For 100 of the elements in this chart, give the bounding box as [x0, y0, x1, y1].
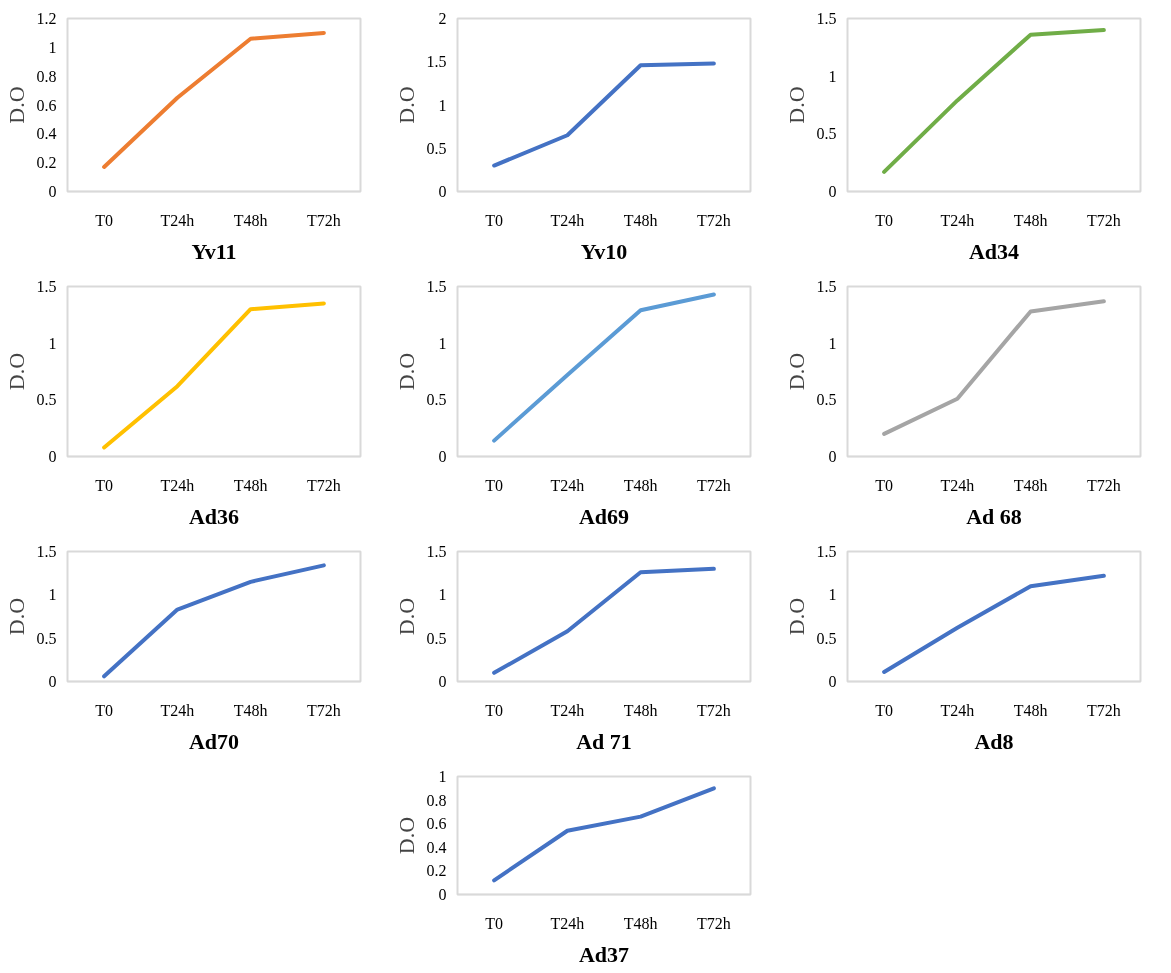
- x-tick-label: T48h: [1013, 476, 1048, 494]
- text: Ad36: [188, 503, 240, 529]
- y-axis-title: D.O: [393, 816, 419, 855]
- y-tick-label: 0.2: [426, 862, 447, 880]
- y-tick-label: 1: [438, 586, 447, 604]
- y-tick-label: 0.5: [816, 125, 837, 143]
- x-tick-label: T48h: [623, 476, 658, 494]
- x-tick-label: T0: [95, 211, 114, 229]
- line-series: [492, 566, 716, 675]
- y-tick-label: 0: [828, 448, 837, 465]
- y-axis-title: D.O: [783, 597, 809, 636]
- line-series: [492, 61, 716, 168]
- x-tick-label: T0: [875, 701, 894, 719]
- x-tick-label: T0: [95, 701, 114, 719]
- y-tick-label: 1: [48, 586, 57, 604]
- x-tick-label: T0: [485, 476, 504, 494]
- x-tick-label: T48h: [1013, 701, 1048, 719]
- line-series: [102, 301, 326, 450]
- y-tick-label: 0: [48, 183, 57, 200]
- x-tick-label: T0: [485, 211, 504, 229]
- y-tick-label: 1.5: [816, 278, 837, 295]
- y-tick-label: 0.4: [426, 838, 447, 856]
- x-tick-label: T24h: [160, 211, 195, 229]
- line-series: [492, 292, 716, 443]
- y-axis-title: D.O: [393, 86, 419, 124]
- x-tick-label: T72h: [696, 476, 731, 494]
- y-tick-label: 1.5: [36, 543, 57, 560]
- y-tick-label: 1: [828, 67, 837, 85]
- x-tick-label: T24h: [160, 701, 195, 719]
- x-tick-label: T72h: [696, 914, 731, 932]
- line-series: [102, 563, 326, 679]
- y-tick-label: 0: [438, 448, 447, 465]
- x-tick-label: T24h: [940, 701, 975, 719]
- y-axis-title: D.O: [783, 86, 809, 124]
- y-tick-label: 0.5: [426, 139, 447, 157]
- x-tick-label: T0: [485, 914, 504, 932]
- y-tick-label: 0.5: [816, 629, 837, 647]
- y-tick-label: 1: [438, 334, 447, 352]
- y-tick-label: 0: [438, 673, 447, 690]
- x-tick-label: T72h: [1086, 476, 1121, 494]
- y-tick-label: 0.5: [36, 629, 57, 647]
- x-tick-label: T48h: [233, 211, 268, 229]
- x-tick-label: T48h: [233, 476, 268, 494]
- text: Ad 68: [966, 503, 1022, 529]
- line-series: [882, 28, 1106, 174]
- y-tick-label: 0.6: [36, 96, 57, 114]
- x-tick-label: T48h: [623, 701, 658, 719]
- text: Ad34: [968, 238, 1020, 264]
- y-tick-label: 0.8: [426, 791, 447, 809]
- y-tick-label: 0: [48, 448, 57, 465]
- y-tick-label: 1.2: [36, 10, 57, 27]
- y-tick-label: 0.4: [36, 125, 57, 143]
- text: Ad 71: [576, 728, 632, 754]
- x-tick-label: T48h: [623, 914, 658, 932]
- text: Ad70: [188, 728, 240, 754]
- text: Yv11: [191, 238, 237, 264]
- x-tick-label: T72h: [306, 211, 341, 229]
- y-tick-label: 0: [828, 183, 837, 200]
- y-axis-title: D.O: [393, 597, 419, 636]
- x-tick-label: T24h: [550, 914, 585, 932]
- y-tick-label: 1.5: [426, 53, 447, 71]
- x-tick-label: T0: [95, 476, 114, 494]
- x-tick-label: T24h: [160, 476, 195, 494]
- x-tick-label: T72h: [1086, 701, 1121, 719]
- y-tick-label: 0.2: [36, 154, 57, 172]
- y-tick-label: 1: [438, 768, 447, 785]
- y-tick-label: 0: [48, 673, 57, 690]
- x-tick-label: T48h: [1013, 211, 1048, 229]
- line-series: [102, 30, 326, 169]
- y-tick-label: 1: [48, 334, 57, 352]
- x-tick-label: T0: [875, 476, 894, 494]
- text: Ad37: [578, 941, 630, 967]
- text: Ad8: [974, 728, 1014, 754]
- x-tick-label: T24h: [940, 476, 975, 494]
- y-tick-label: 0.8: [36, 67, 57, 85]
- y-tick-label: 1.5: [426, 278, 447, 295]
- y-axis-title: D.O: [393, 352, 419, 391]
- y-tick-label: 0.5: [816, 391, 837, 409]
- y-axis-title: D.O: [3, 352, 29, 391]
- y-tick-label: 2: [438, 10, 447, 27]
- x-tick-label: T0: [875, 211, 894, 229]
- y-tick-label: 1.5: [36, 278, 57, 295]
- text: Yv10: [580, 238, 628, 264]
- x-tick-label: T72h: [306, 701, 341, 719]
- y-axis-title: D.O: [3, 597, 29, 636]
- y-tick-label: 1: [48, 38, 57, 56]
- x-tick-label: T0: [485, 701, 504, 719]
- x-tick-label: T48h: [623, 211, 658, 229]
- y-tick-label: 1.5: [816, 543, 837, 560]
- text: Ad69: [578, 503, 630, 529]
- y-axis-title: D.O: [3, 86, 29, 124]
- y-tick-label: 1.5: [816, 10, 837, 27]
- x-tick-label: T72h: [306, 476, 341, 494]
- y-tick-label: 1: [828, 334, 837, 352]
- x-tick-label: T72h: [696, 701, 731, 719]
- line-series: [882, 573, 1106, 674]
- y-tick-label: 1: [438, 96, 447, 114]
- x-tick-label: T24h: [550, 701, 585, 719]
- x-tick-label: T72h: [1086, 211, 1121, 229]
- y-tick-label: 0: [828, 673, 837, 690]
